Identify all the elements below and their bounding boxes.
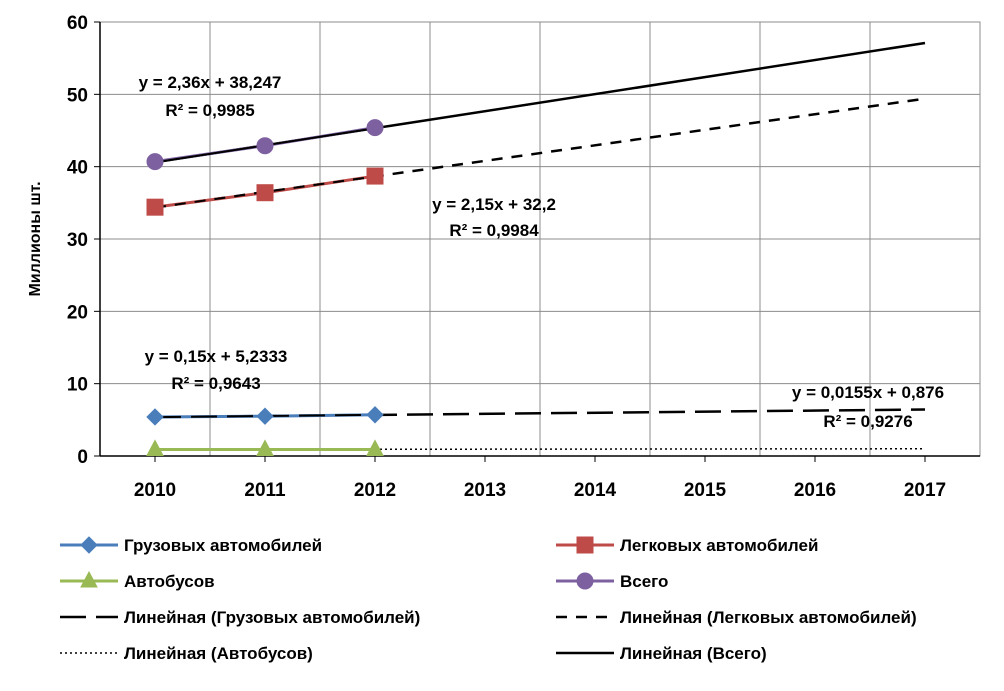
trend-r-squared: R² = 0,9643 [171, 374, 260, 393]
data-point-diamond [256, 407, 274, 425]
data-markers [146, 119, 384, 456]
trendline-overlay [154, 175, 376, 209]
legend-marker-triangle [80, 570, 98, 588]
y-tick-label: 60 [67, 13, 88, 34]
legend-label: Автобусов [124, 572, 215, 591]
series-lines [154, 126, 376, 451]
data-point-square [256, 184, 274, 202]
x-tick-label: 2011 [244, 480, 286, 501]
data-point-triangle [366, 439, 384, 456]
y-tick-label: 30 [67, 230, 88, 251]
y-tick-label: 10 [67, 375, 88, 396]
trend-r-squared: R² = 0,9984 [449, 221, 539, 240]
legend-item: Линейная (Грузовых автомобилей) [60, 608, 420, 627]
legend-label: Линейная (Легковых автомобилей) [620, 608, 917, 627]
trendline-dot [154, 448, 926, 451]
trend-r-squared: R² = 0,9276 [823, 412, 912, 431]
data-point-diamond [366, 406, 384, 424]
data-point-square [366, 167, 384, 185]
legend-item: Линейная (Автобусов) [60, 644, 313, 663]
equation-annotations: y = 2,36x + 38,247 R² = 0,9985 y = 2,15x +… [139, 73, 944, 431]
legend-label: Линейная (Грузовых автомобилей) [124, 608, 420, 627]
legend-item: Легковых автомобилей [556, 536, 818, 555]
x-tick-label: 2013 [464, 480, 506, 501]
legend-item: Линейная (Легковых автомобилей) [556, 608, 917, 627]
legend-item: Грузовых автомобилей [60, 536, 322, 555]
axes: 0 10 20 30 40 50 60 2010 2011 2012 2013 2014 2015 201… [27, 13, 980, 501]
data-point-diamond [146, 408, 164, 426]
legend-label: Линейная (Всего) [620, 644, 767, 663]
y-tick-label: 40 [67, 158, 88, 179]
legend-label: Всего [620, 572, 668, 591]
data-point-circle [256, 137, 274, 155]
legend-item: Автобусов [60, 570, 215, 591]
legend-label: Грузовых автомобилей [124, 536, 322, 555]
trend-r-squared: R² = 0,9985 [165, 101, 254, 120]
trend-equation: y = 0,0155x + 0,876 [792, 383, 944, 402]
trend-equation: y = 2,36x + 38,247 [139, 73, 282, 92]
legend-marker-diamond [80, 536, 98, 554]
x-tick-label: 2015 [684, 480, 727, 501]
legend-label: Линейная (Автобусов) [124, 644, 313, 663]
data-point-circle [146, 153, 164, 171]
trend-equation: y = 0,15x + 5,2333 [145, 347, 288, 366]
x-tick-label: 2016 [794, 480, 836, 501]
y-tick-label: 20 [67, 302, 88, 323]
legend-item: Линейная (Всего) [556, 644, 767, 663]
legend-marker-square [576, 536, 594, 554]
y-axis-label: Миллионы шт. [27, 181, 44, 296]
x-tick-label: 2014 [574, 480, 617, 501]
y-tick-label: 50 [67, 85, 88, 106]
legend-item: Всего [556, 572, 668, 591]
legend: Грузовых автомобилей Легковых автомобилей… [60, 536, 917, 663]
x-tick-label: 2017 [904, 480, 946, 501]
x-tick-label: 2010 [134, 480, 176, 501]
data-point-triangle [256, 439, 274, 456]
legend-marker-circle [576, 572, 594, 590]
legend-label: Легковых автомобилей [620, 536, 818, 555]
x-tick-label: 2012 [354, 480, 396, 501]
y-tick-label: 0 [77, 447, 88, 468]
data-point-square [146, 198, 164, 216]
data-point-circle [366, 119, 384, 137]
data-point-triangle [146, 439, 164, 456]
trend-equation: y = 2,15x + 32,2 [432, 195, 556, 214]
